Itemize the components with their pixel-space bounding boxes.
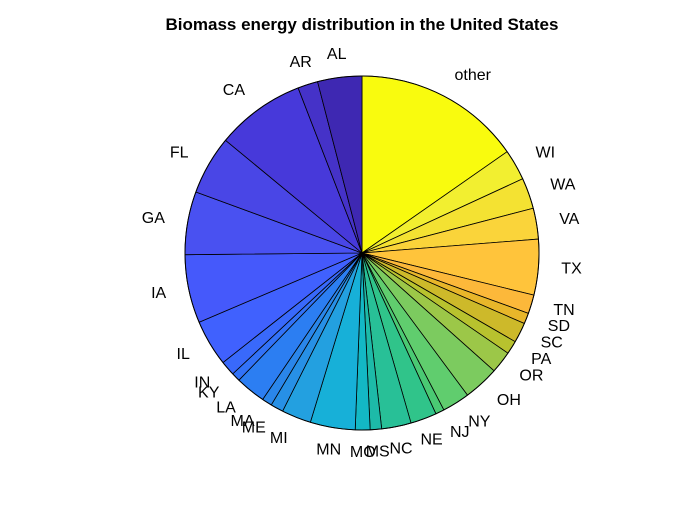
pie-label-fl: FL xyxy=(170,145,189,162)
pie-label-in: IN xyxy=(194,375,210,392)
pie-label-sc: SC xyxy=(541,334,563,351)
pie-label-oh: OH xyxy=(497,392,521,409)
pie-label-ar: AR xyxy=(290,54,312,71)
pie-label-sd: SD xyxy=(548,318,570,335)
pie-label-va: VA xyxy=(559,211,579,228)
pie-label-pa: PA xyxy=(531,351,551,368)
chart-title: Biomass energy distribution in the Unite… xyxy=(166,15,559,34)
pie-label-nc: NC xyxy=(389,440,412,457)
pie-label-or: OR xyxy=(519,368,543,385)
pie-label-tx: TX xyxy=(561,260,582,277)
pie-label-mn: MN xyxy=(316,441,341,458)
pie-label-tn: TN xyxy=(553,302,574,319)
pie-label-nj: NJ xyxy=(450,424,470,441)
pie-label-ny: NY xyxy=(468,414,491,431)
pie-label-la: LA xyxy=(216,399,236,416)
pie-label-ca: CA xyxy=(223,82,246,99)
pie-outline xyxy=(184,75,540,431)
pie-label-mi: MI xyxy=(270,430,288,447)
pie-label-ma: MA xyxy=(231,413,255,430)
pie-label-other: other xyxy=(455,67,492,84)
pie-label-ga: GA xyxy=(142,210,165,227)
pie-label-ne: NE xyxy=(420,432,442,449)
pie-label-mo: MO xyxy=(350,444,376,461)
pie-label-wa: WA xyxy=(550,177,576,194)
pie-label-al: AL xyxy=(327,46,347,63)
pie-label-il: IL xyxy=(177,346,190,363)
pie-slices xyxy=(184,75,540,431)
pie-label-ia: IA xyxy=(151,285,166,302)
pie-label-ms: MS xyxy=(366,444,390,461)
pie-label-wi: WI xyxy=(536,145,556,162)
pie-label-me: ME xyxy=(242,420,266,437)
pie-label-ky: KY xyxy=(198,384,220,401)
